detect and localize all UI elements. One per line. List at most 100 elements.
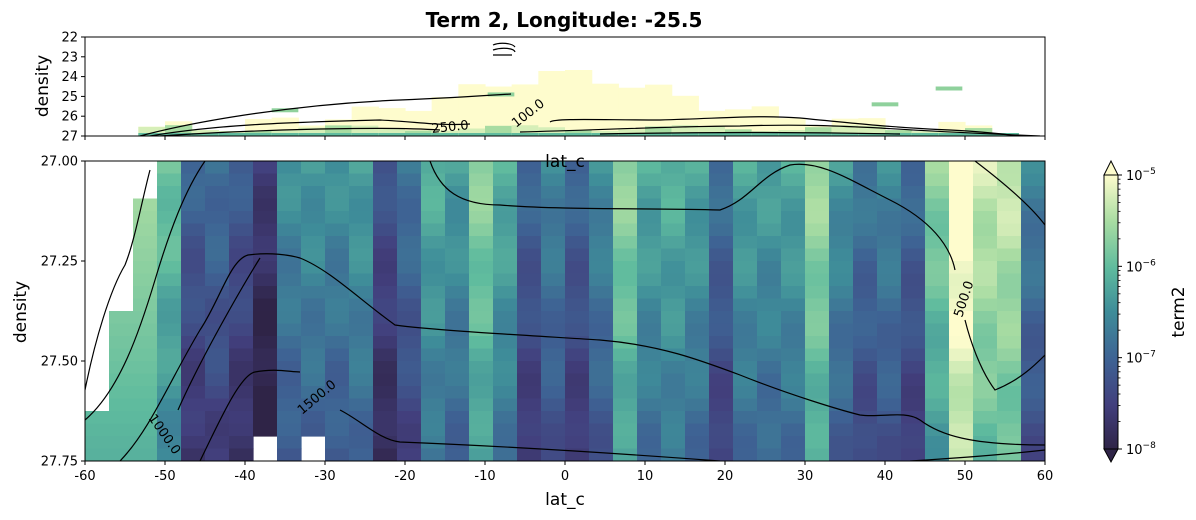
heatmap-cell — [421, 361, 446, 375]
x-tick-label: 40 — [877, 469, 894, 484]
heatmap-cell — [277, 436, 302, 450]
heatmap-cell — [373, 348, 398, 362]
heatmap-cell — [469, 423, 494, 437]
heatmap-cell — [925, 223, 950, 237]
heatmap-cell — [157, 261, 182, 275]
bottom-contours — [85, 161, 1045, 461]
heatmap-cell — [877, 336, 902, 350]
heatmap-cell — [637, 311, 662, 325]
heatmap-cell — [829, 411, 854, 425]
heatmap-cell — [637, 411, 662, 425]
heatmap-cell — [829, 273, 854, 287]
chart-title: Term 2, Longitude: -25.5 — [426, 8, 703, 32]
heatmap-cell — [1021, 198, 1045, 212]
heatmap-cell — [157, 273, 182, 287]
heatmap-cell — [229, 198, 254, 212]
heatmap-cell — [685, 398, 710, 412]
heatmap-cell — [589, 336, 614, 350]
heatmap-cell — [853, 411, 878, 425]
heatmap-cell — [757, 386, 782, 400]
heatmap-cell — [181, 248, 206, 262]
heatmap-cell — [565, 386, 590, 400]
heatmap-cell — [485, 125, 513, 136]
heatmap-cell — [421, 223, 446, 237]
heatmap-cell — [778, 133, 806, 136]
heatmap-cell — [949, 286, 974, 300]
heatmap-cell — [325, 298, 350, 312]
heatmap-cell — [1021, 186, 1045, 200]
heatmap-cell — [901, 436, 926, 450]
bottom-panel: 27.00 27.25 27.50 27.75 -60 -50 -40 -30 -20 -10 0… — [11, 152, 1053, 510]
heatmap-cell — [829, 311, 854, 325]
heatmap-cell — [853, 436, 878, 450]
heatmap-cell — [445, 423, 470, 437]
heatmap-cell — [205, 273, 230, 287]
heatmap-cell — [661, 448, 686, 461]
y-tick-label: 26 — [61, 110, 78, 125]
heatmap-cell — [133, 298, 158, 312]
heatmap-cell — [949, 411, 974, 425]
heatmap-cell — [421, 348, 446, 362]
heatmap-cell — [877, 423, 902, 437]
heatmap-cell — [373, 273, 398, 287]
heatmap-cell — [901, 173, 926, 187]
heatmap-cell — [253, 323, 278, 337]
heatmap-cell — [949, 311, 974, 325]
heatmap-cell — [469, 198, 494, 212]
colorbar-ticks: 10−5 10−6 10−7 10−8 — [1118, 167, 1156, 458]
heatmap-cell — [253, 348, 278, 362]
heatmap-cell — [541, 448, 566, 461]
y-tick-label: 27.75 — [41, 455, 78, 470]
heatmap-cell — [1021, 348, 1045, 362]
heatmap-cell — [205, 211, 230, 225]
heatmap-cell — [349, 436, 374, 450]
heatmap-cell — [565, 173, 590, 187]
heatmap-cell — [157, 186, 182, 200]
heatmap-cell — [661, 436, 686, 450]
heatmap-cell — [541, 261, 566, 275]
heatmap-cell — [493, 236, 518, 250]
heatmap-cell — [541, 423, 566, 437]
heatmap-cell — [301, 348, 326, 362]
heatmap-cell — [271, 133, 299, 136]
heatmap-cell — [949, 186, 974, 200]
heatmap-cell — [618, 129, 646, 136]
heatmap-cell — [871, 102, 899, 107]
heatmap-cell — [733, 373, 758, 387]
heatmap-cell — [445, 336, 470, 350]
heatmap-cell — [781, 336, 806, 350]
heatmap-cell — [805, 361, 830, 375]
y-tick-label: 24 — [61, 70, 78, 85]
heatmap-cell — [351, 125, 379, 136]
heatmap-cell — [661, 386, 686, 400]
heatmap-cell — [589, 273, 614, 287]
heatmap-cell — [181, 323, 206, 337]
heatmap-cell — [133, 248, 158, 262]
heatmap-cell — [181, 211, 206, 225]
heatmap-cell — [698, 133, 726, 136]
heatmap-cell — [613, 398, 638, 412]
heatmap-cell — [277, 411, 302, 425]
heatmap-cell — [133, 223, 158, 237]
heatmap-cell — [589, 398, 614, 412]
heatmap-cell — [538, 70, 566, 136]
heatmap-cell — [781, 386, 806, 400]
heatmap-cell — [205, 386, 230, 400]
heatmap-cell — [781, 323, 806, 337]
heatmap-cell — [301, 398, 326, 412]
heatmap-cell — [997, 323, 1022, 337]
heatmap-cell — [397, 298, 422, 312]
heatmap-cell — [949, 386, 974, 400]
heatmap-cell — [613, 361, 638, 375]
heatmap-cell — [397, 173, 422, 187]
heatmap-cell — [301, 286, 326, 300]
heatmap-cell — [685, 373, 710, 387]
heatmap-cell — [565, 298, 590, 312]
heatmap-cell — [685, 448, 710, 461]
heatmap-cell — [853, 186, 878, 200]
heatmap-cell — [445, 286, 470, 300]
heatmap-cell — [853, 298, 878, 312]
heatmap-cell — [469, 261, 494, 275]
heatmap-cell — [973, 373, 998, 387]
heatmap-cell — [205, 448, 230, 461]
